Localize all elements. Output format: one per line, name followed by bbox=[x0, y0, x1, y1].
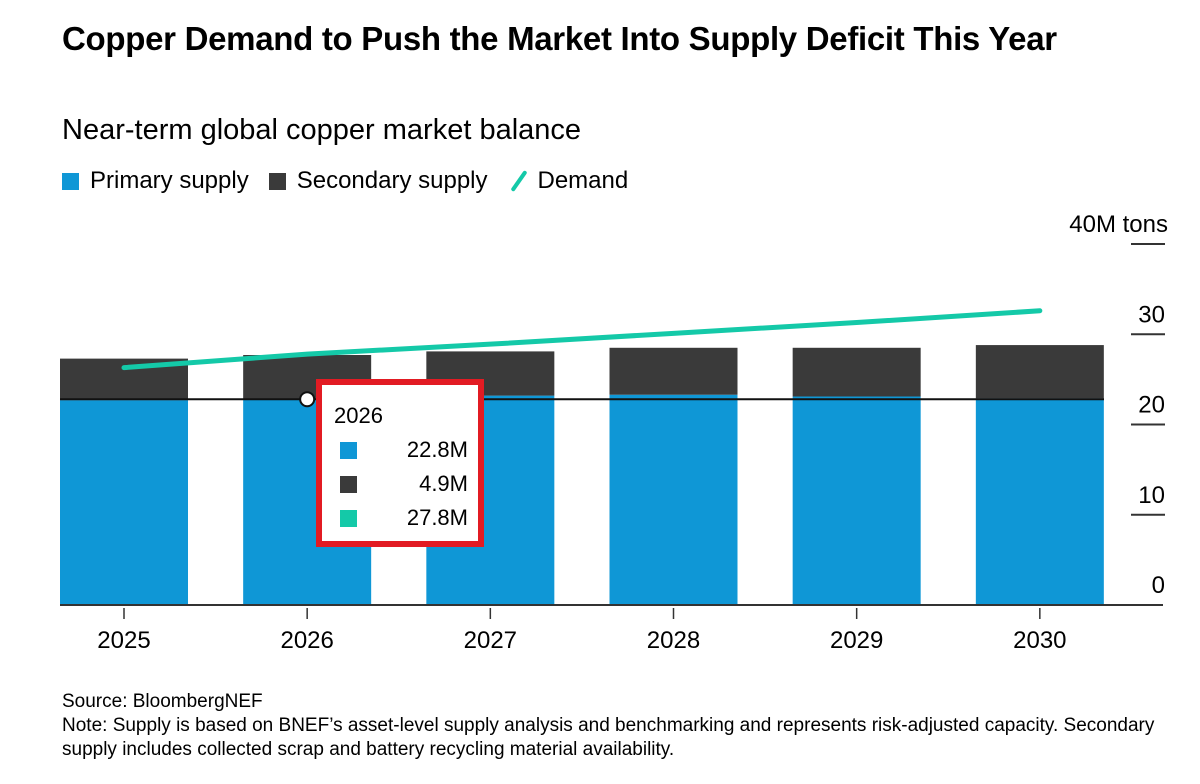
y-tick-label: 30 bbox=[1138, 301, 1165, 328]
x-axis: 2025 2026 2027 2028 2029 2030 bbox=[60, 604, 1163, 654]
legend-item-secondary-supply[interactable]: Secondary supply bbox=[268, 167, 488, 195]
bar-primary-supply bbox=[609, 394, 738, 605]
tooltip-value: 27.8M bbox=[406, 505, 468, 530]
tooltip-row-primary: 22.8M bbox=[334, 437, 468, 463]
x-tick-label: 2028 bbox=[647, 627, 700, 654]
crosshair-group bbox=[60, 391, 1104, 408]
source-note: Source: BloombergNEF bbox=[62, 691, 263, 712]
bar-stack-2028[interactable] bbox=[609, 347, 738, 605]
x-tick-label: 2029 bbox=[830, 627, 883, 654]
bar-secondary-supply bbox=[609, 347, 738, 395]
demand-swatch-icon bbox=[340, 510, 357, 527]
secondary-supply-swatch-icon bbox=[268, 172, 286, 190]
demand-line bbox=[121, 308, 1043, 371]
bar-secondary-supply bbox=[792, 347, 921, 397]
y-axis: 0 10 20 30 40M tons bbox=[1069, 211, 1168, 599]
legend-label: Primary supply bbox=[90, 167, 249, 194]
chart-subtitle: Near-term global copper market balance bbox=[62, 114, 582, 146]
bar-stack-2025[interactable] bbox=[60, 358, 188, 605]
chart-footer: Source: BloombergNEF Note: Supply is bas… bbox=[62, 690, 1182, 762]
secondary-swatch-icon bbox=[340, 476, 357, 493]
y-tick-label: 40M tons bbox=[1069, 211, 1168, 238]
demand-line-group bbox=[121, 308, 1043, 371]
tooltip-value: 22.8M bbox=[406, 437, 468, 462]
primary-supply-swatch-icon bbox=[62, 172, 79, 190]
x-tick-label: 2030 bbox=[1013, 627, 1066, 654]
x-tick-label: 2025 bbox=[97, 627, 150, 654]
y-tick-label: 0 bbox=[1152, 572, 1165, 599]
bar-secondary-supply bbox=[975, 345, 1104, 399]
methodology-note: Note: Supply is based on BNEF’s asset-le… bbox=[62, 715, 1155, 760]
x-tick-label: 2026 bbox=[280, 627, 333, 654]
hover-tooltip: 2026 22.8M 4.9M 27.8M bbox=[316, 379, 484, 547]
legend: Primary supply Secondary supply Demand bbox=[62, 164, 648, 198]
legend-label: Secondary supply bbox=[296, 167, 488, 194]
hover-marker bbox=[299, 391, 316, 408]
y-tick-label: 10 bbox=[1138, 482, 1165, 509]
bar-stack-2029[interactable] bbox=[792, 347, 921, 605]
primary-swatch-icon bbox=[340, 442, 357, 459]
bar-primary-supply bbox=[792, 396, 921, 605]
legend-item-primary-supply[interactable]: Primary supply bbox=[62, 167, 249, 195]
tooltip-row-demand: 27.8M bbox=[334, 505, 468, 531]
x-tick-label: 2027 bbox=[464, 627, 517, 654]
chart-title: Copper Demand to Push the Market Into Su… bbox=[62, 20, 1057, 57]
legend-item-demand[interactable]: Demand bbox=[508, 167, 629, 195]
tooltip-row-secondary: 4.9M bbox=[334, 471, 468, 497]
bar-stack-2030[interactable] bbox=[975, 345, 1104, 605]
y-tick-label: 20 bbox=[1138, 392, 1165, 419]
bar-primary-supply bbox=[60, 400, 188, 605]
bar-primary-supply bbox=[975, 398, 1104, 605]
bars-group bbox=[60, 345, 1104, 605]
tooltip-year: 2026 bbox=[334, 403, 383, 428]
tooltip-value: 4.9M bbox=[419, 471, 468, 496]
legend-label: Demand bbox=[537, 167, 629, 194]
